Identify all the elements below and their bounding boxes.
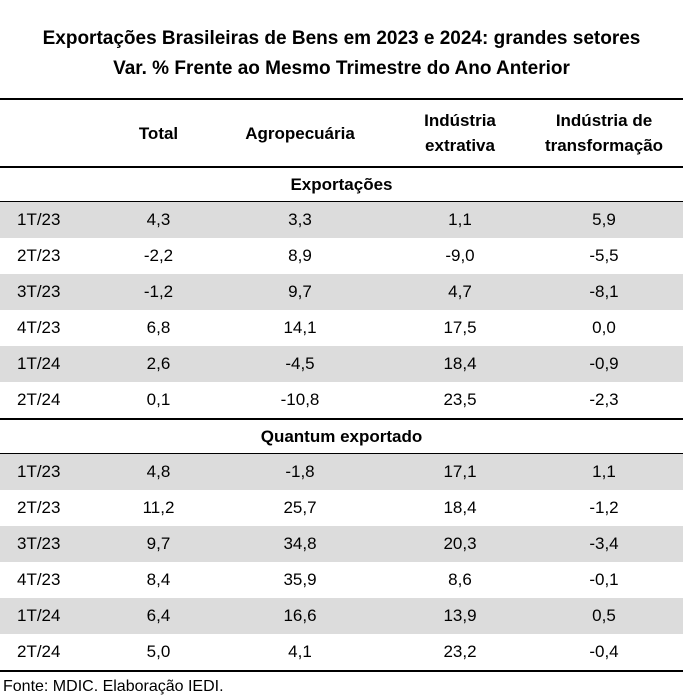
header-row: Total Agropecuária Indústria extrativa I… xyxy=(0,98,683,168)
cell-extrativa: 17,5 xyxy=(443,318,477,337)
exports-table: Total Agropecuária Indústria extrativa I… xyxy=(0,98,683,672)
header-industria-extrativa: Indústria extrativa xyxy=(395,98,525,168)
cell-extrativa: 1,1 xyxy=(395,201,525,238)
cell-agropecuaria: 8,9 xyxy=(288,246,312,265)
table-row: 2T/24 5,0 4,1 23,2 -0,4 xyxy=(0,634,683,672)
cell-agropecuaria: -1,8 xyxy=(205,453,395,490)
cell-agropecuaria: -4,5 xyxy=(205,346,395,382)
cell-extrativa: 23,2 xyxy=(395,634,525,672)
cell-extrativa: -9,0 xyxy=(445,246,475,265)
cell-period: 4T/23 xyxy=(17,318,61,337)
cell-total: 8,4 xyxy=(146,570,171,589)
cell-extrativa: 18,4 xyxy=(443,498,477,517)
cell-extrativa: 4,7 xyxy=(395,274,525,310)
table-row: 1T/24 6,4 16,6 13,9 0,5 xyxy=(0,598,683,634)
cell-transformacao: -2,3 xyxy=(589,390,619,409)
section-header-row: Quantum exportado xyxy=(0,418,683,454)
header-transformacao-line-2: transformação xyxy=(544,136,664,155)
table-row: 1T/23 4,3 3,3 1,1 5,9 xyxy=(0,201,683,238)
cell-transformacao: -5,5 xyxy=(589,246,619,265)
cell-transformacao: -0,4 xyxy=(525,634,683,672)
section-header-row: Exportações xyxy=(0,167,683,202)
cell-period: 2T/23 xyxy=(17,246,61,265)
cell-transformacao: 5,9 xyxy=(525,201,683,238)
cell-total: 4,3 xyxy=(112,201,205,238)
cell-period: 3T/23 xyxy=(0,526,112,562)
section-title: Quantum exportado xyxy=(0,418,683,454)
cell-agropecuaria: 3,3 xyxy=(205,201,395,238)
cell-period: 1T/23 xyxy=(0,201,112,238)
cell-total: -1,2 xyxy=(112,274,205,310)
cell-total: 5,0 xyxy=(112,634,205,672)
table-row: 1T/23 4,8 -1,8 17,1 1,1 xyxy=(0,453,683,490)
cell-transformacao: -8,1 xyxy=(525,274,683,310)
header-industria-transformacao: Indústria de transformação xyxy=(525,98,683,168)
cell-agropecuaria: 35,9 xyxy=(283,570,317,589)
cell-total: 9,7 xyxy=(112,526,205,562)
cell-total: 4,8 xyxy=(112,453,205,490)
table-row: 1T/24 2,6 -4,5 18,4 -0,9 xyxy=(0,346,683,382)
cell-total: 6,8 xyxy=(146,318,171,337)
cell-period: 1T/24 xyxy=(0,346,112,382)
cell-extrativa: 17,1 xyxy=(395,453,525,490)
cell-period: 4T/23 xyxy=(17,570,61,589)
title-line-1: Exportações Brasileiras de Bens em 2023 … xyxy=(42,28,641,49)
cell-agropecuaria: 4,1 xyxy=(205,634,395,672)
source-note: Fonte: MDIC. Elaboração IEDI. xyxy=(3,678,224,695)
header-blank xyxy=(0,98,112,168)
cell-transformacao: 0,0 xyxy=(592,318,616,337)
cell-extrativa: 23,5 xyxy=(443,390,477,409)
cell-period: 3T/23 xyxy=(0,274,112,310)
table-title: Exportações Brasileiras de Bens em 2023 … xyxy=(0,24,683,84)
cell-period: 2T/24 xyxy=(17,390,61,409)
cell-period: 1T/24 xyxy=(0,598,112,634)
table-row: 2T/23 -2,2 8,9 -9,0 -5,5 xyxy=(0,238,683,274)
cell-total: -2,2 xyxy=(143,246,174,265)
cell-agropecuaria: -10,8 xyxy=(280,390,320,409)
table-row: 2T/24 0,1 -10,8 23,5 -2,3 xyxy=(0,382,683,419)
header-total: Total xyxy=(112,98,205,168)
cell-transformacao: -0,9 xyxy=(525,346,683,382)
table-row: 3T/23 -1,2 9,7 4,7 -8,1 xyxy=(0,274,683,310)
cell-total: 11,2 xyxy=(142,498,175,517)
table-row: 2T/23 11,2 25,7 18,4 -1,2 xyxy=(0,490,683,526)
section-title: Exportações xyxy=(0,167,683,202)
cell-transformacao: -1,2 xyxy=(589,498,619,517)
cell-period: 2T/23 xyxy=(17,498,61,517)
cell-total: 6,4 xyxy=(112,598,205,634)
header-extrativa-line-2: extrativa xyxy=(425,136,495,155)
cell-transformacao: 0,5 xyxy=(525,598,683,634)
table-body: Exportações 1T/23 4,3 3,3 1,1 5,9 2T/23 -2,2 8,9… xyxy=(0,167,683,672)
cell-total: 2,6 xyxy=(112,346,205,382)
header-extrativa-line-1: Indústria xyxy=(424,111,496,130)
cell-extrativa: 8,6 xyxy=(448,570,472,589)
table-row: 4T/23 8,4 35,9 8,6 -0,1 xyxy=(0,562,683,598)
cell-agropecuaria: 34,8 xyxy=(205,526,395,562)
cell-extrativa: 13,9 xyxy=(395,598,525,634)
cell-extrativa: 20,3 xyxy=(395,526,525,562)
header-agropecuaria: Agropecuária xyxy=(205,98,395,168)
cell-agropecuaria: 25,7 xyxy=(283,498,317,517)
cell-agropecuaria: 16,6 xyxy=(205,598,395,634)
cell-transformacao: 1,1 xyxy=(525,453,683,490)
table-row: 4T/23 6,8 14,1 17,5 0,0 xyxy=(0,310,683,346)
cell-transformacao: -0,1 xyxy=(589,570,619,589)
title-line-2: Var. % Frente ao Mesmo Trimestre do Ano … xyxy=(113,58,570,79)
cell-period: 2T/24 xyxy=(0,634,112,672)
table-row: 3T/23 9,7 34,8 20,3 -3,4 xyxy=(0,526,683,562)
cell-agropecuaria: 14,1 xyxy=(283,318,317,337)
cell-total: 0,1 xyxy=(146,390,171,409)
cell-transformacao: -3,4 xyxy=(525,526,683,562)
cell-agropecuaria: 9,7 xyxy=(205,274,395,310)
header-transformacao-line-1: Indústria de xyxy=(555,111,653,130)
cell-extrativa: 18,4 xyxy=(395,346,525,382)
cell-period: 1T/23 xyxy=(0,453,112,490)
